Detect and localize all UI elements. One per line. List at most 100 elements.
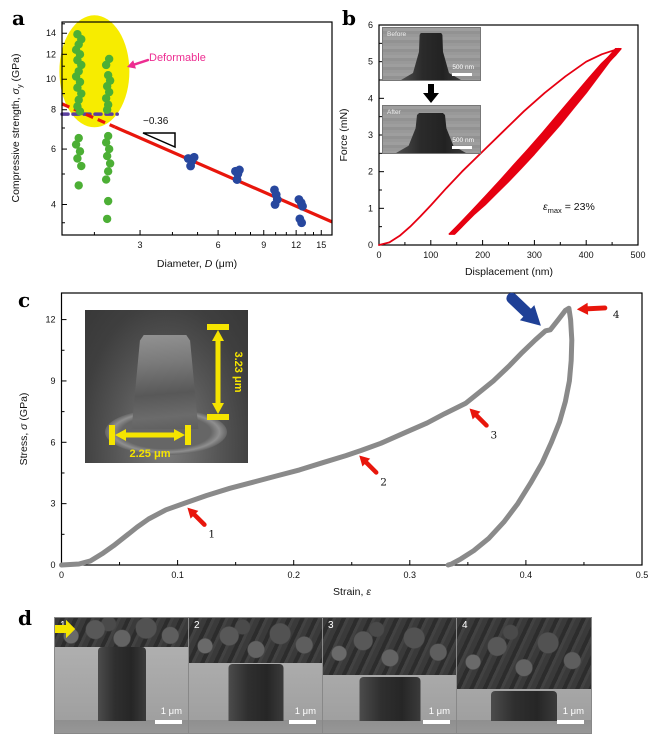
svg-text:2: 2 [380,476,387,488]
svg-text:9: 9 [261,240,266,250]
svg-text:9: 9 [50,376,55,386]
svg-text:0: 0 [50,560,55,570]
svg-text:0.5: 0.5 [636,570,649,580]
event-arrow-4 [576,302,608,315]
event-arrow-2 [359,455,379,475]
indenter-debris [457,618,591,689]
before-after-arrow-icon [423,84,439,103]
scalebar-label: 1 μm [160,706,182,717]
pillar-image [131,335,199,429]
pillar-image [228,664,284,721]
b-x-axis-label: Displacement (nm) [464,266,554,278]
after-scalebar [452,146,472,149]
sequence-arrow-icon [55,620,75,638]
sem-after-image: After 500 nm [383,106,480,153]
svg-text:1: 1 [208,529,215,541]
after-label: After [387,109,401,116]
panel-a-plot: 3 6 9 12 15 4 6 8 10 12 14 [46,15,333,250]
svg-text:300: 300 [527,250,542,260]
svg-text:0: 0 [59,570,64,580]
sem-sequence: 1 1 μm 2 1 μm 3 1 μm [55,618,591,733]
svg-text:3: 3 [50,499,55,509]
indenter-debris [323,618,457,675]
sem-frame-1: 1 1 μm [55,618,189,733]
event-arrow-3 [469,408,489,428]
panel-b-plot: 0 100 200 300 400 500 0 1 2 3 4 5 6 [368,20,646,260]
svg-text:200: 200 [475,250,490,260]
deformable-highlight-ellipse [59,15,130,128]
dim-up-arrowhead [212,330,224,341]
panel-a-letter: a [12,6,25,30]
scalebar [155,720,182,724]
dim-left-bar [109,425,115,445]
event-arrow-1 [187,507,207,527]
panel-b: b 0 100 200 300 400 500 0 1 2 3 4 5 6 Force (mN) Dis… [330,0,650,285]
pillar-height-label: 3.23 μm [232,352,244,393]
svg-text:14: 14 [46,28,56,38]
indenter-debris [55,618,189,647]
svg-text:12: 12 [45,315,55,325]
svg-text:4: 4 [368,93,373,103]
sem-pillar-inset: 3.23 μm 2.25 μm [85,310,248,463]
svg-text:400: 400 [579,250,594,260]
frame-number: 2 [194,620,200,631]
slope-value-label: −0.36 [143,116,169,127]
a-x-axis-label: Diameter, D (μm) [156,258,238,270]
dim-vline [215,337,221,407]
svg-text:6: 6 [368,20,373,30]
svg-text:6: 6 [51,144,56,154]
svg-text:4: 4 [51,199,56,209]
panel-c-letter: c [18,288,31,312]
dim-hline [121,432,179,438]
svg-text:0.2: 0.2 [287,570,300,580]
scalebar-label: 1 μm [562,706,584,717]
svg-text:12: 12 [46,49,56,59]
scalebar-label: 1 μm [428,706,450,717]
cyclic-load-curves [448,48,622,235]
sem-frame-2: 2 1 μm [189,618,323,733]
sem-before-image: Before 500 nm [383,28,480,80]
b-y-axis-label: Force (mN) [338,108,350,162]
svg-text:0.3: 0.3 [404,570,417,580]
indenter-debris [189,618,323,663]
svg-text:0: 0 [376,250,381,260]
series-brittle-pillars [183,152,307,228]
dim-right-arrowhead [174,429,185,441]
after-scalebar-label: 500 nm [452,137,474,144]
slope-triangle [142,132,176,149]
svg-text:0.1: 0.1 [171,570,184,580]
svg-text:6: 6 [50,437,55,447]
dim-bottom-bar [207,414,229,420]
svg-text:15: 15 [316,240,326,250]
pillar-image [359,677,421,721]
dim-down-arrowhead [212,403,224,414]
svg-text:3: 3 [368,130,373,140]
pillar-image [98,647,146,721]
scalebar [557,720,584,724]
svg-text:5: 5 [368,57,373,67]
svg-text:100: 100 [423,250,438,260]
a-y-axis-label: Compressive strength, σy (GPa) [9,53,25,203]
svg-text:10: 10 [46,74,56,84]
svg-text:8: 8 [51,105,56,115]
svg-text:4: 4 [613,309,620,321]
fit-line-dashed [61,102,116,129]
panel-d-letter: d [18,606,32,630]
plot-frame [61,21,333,236]
svg-text:0: 0 [368,240,373,250]
svg-text:500: 500 [630,250,645,260]
frame-number: 3 [328,620,334,631]
dim-left-arrowhead [115,429,126,441]
fit-line [114,125,333,224]
scalebar [289,720,316,724]
svg-text:3: 3 [138,240,143,250]
dim-right-bar [185,425,191,445]
panel-b-letter: b [342,6,356,30]
scalebar [423,720,450,724]
svg-text:1: 1 [368,203,373,213]
pillar-width-label: 2.25 μm [130,448,171,460]
svg-text:12: 12 [291,240,301,250]
svg-text:6: 6 [216,240,221,250]
